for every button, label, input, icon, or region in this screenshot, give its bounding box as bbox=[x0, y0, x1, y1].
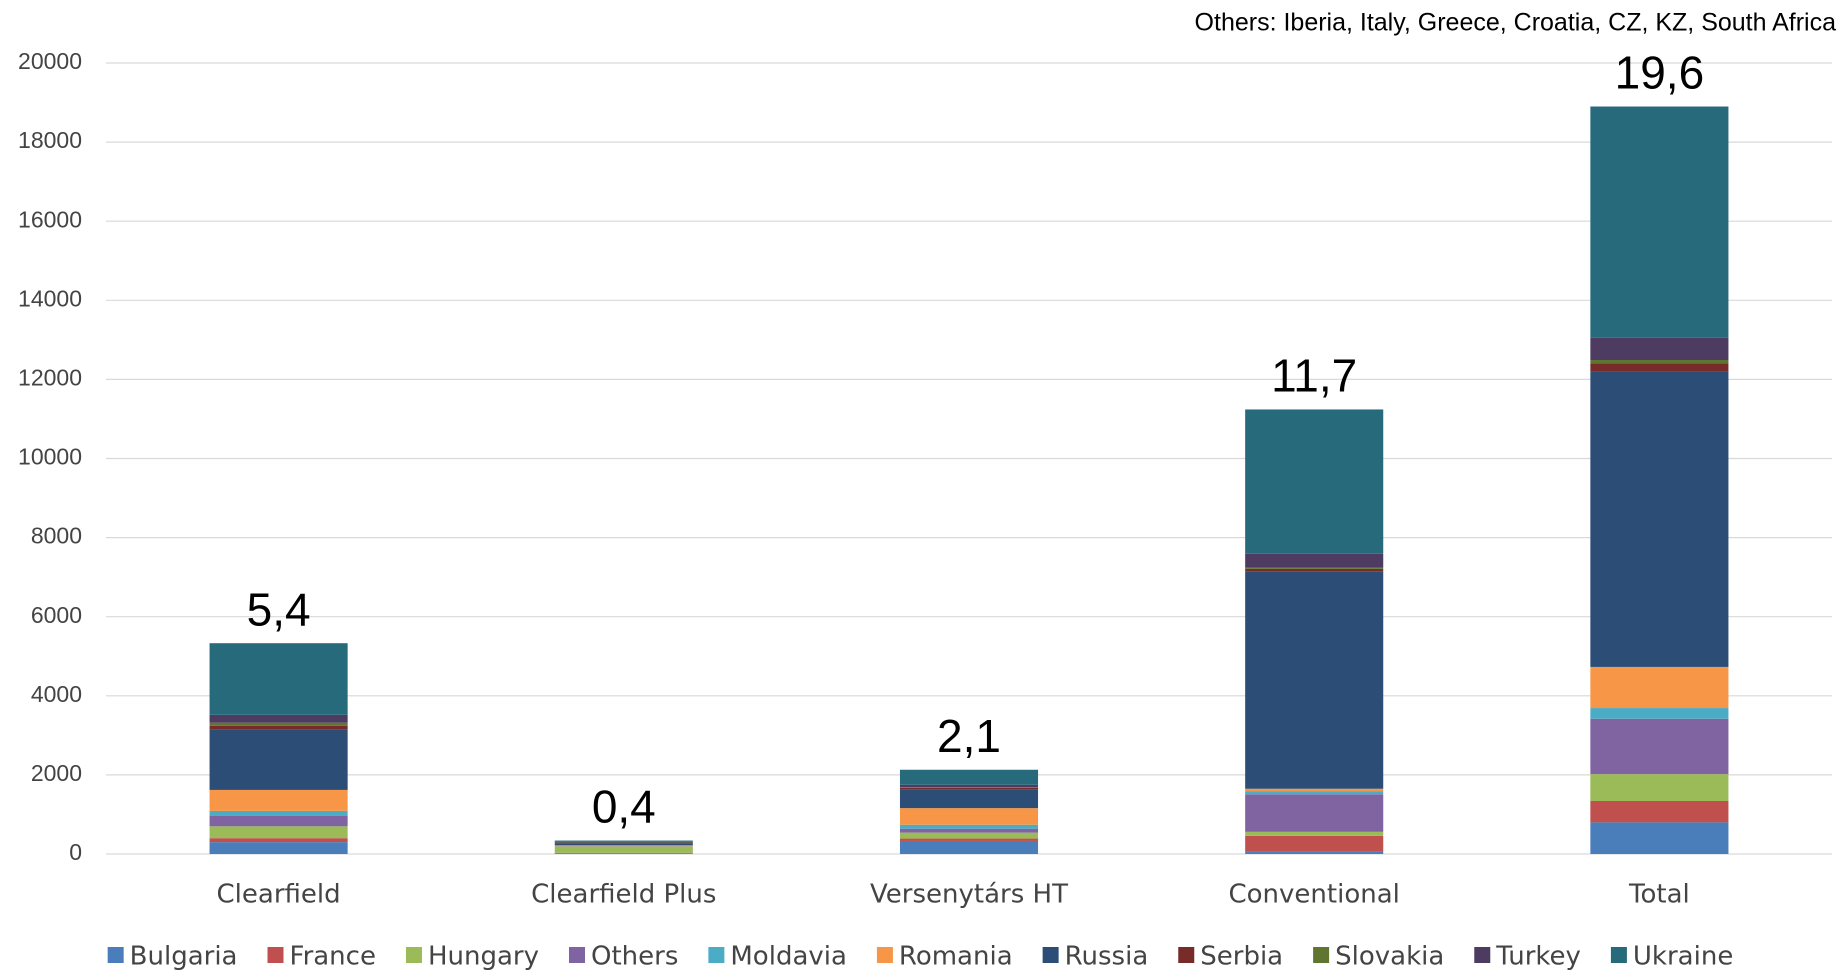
bar-segment bbox=[1245, 571, 1384, 789]
x-tick-label: Conventional bbox=[1229, 880, 1400, 910]
bar-segment bbox=[1590, 708, 1729, 719]
legend-swatch bbox=[1042, 947, 1059, 963]
legend-swatch bbox=[267, 947, 284, 963]
bar-segment bbox=[1590, 371, 1729, 667]
bar-segment bbox=[1245, 567, 1384, 569]
x-tick-label: Total bbox=[1628, 880, 1690, 910]
bar-segment bbox=[1245, 791, 1384, 795]
legend-label: France bbox=[290, 942, 376, 970]
legend-label: Hungary bbox=[428, 942, 539, 970]
bar-segment bbox=[554, 841, 693, 843]
y-tick-label: 6000 bbox=[31, 602, 82, 628]
bar-segment bbox=[1245, 835, 1384, 852]
legend-swatch bbox=[405, 947, 422, 963]
bar-segment bbox=[1245, 794, 1384, 832]
total-label: 5,4 bbox=[247, 583, 311, 635]
y-tick-label: 2000 bbox=[31, 760, 82, 786]
legend-swatch bbox=[1178, 947, 1195, 963]
bar-segment bbox=[1245, 831, 1384, 836]
bar-segment bbox=[1590, 822, 1729, 854]
bar-segment bbox=[209, 789, 348, 811]
bar-segment bbox=[1245, 568, 1384, 572]
y-tick-label: 16000 bbox=[18, 206, 82, 232]
legend-label: Ukraine bbox=[1633, 942, 1733, 970]
legend-swatch bbox=[107, 947, 124, 963]
legend-swatch bbox=[1610, 947, 1627, 963]
bar-segment bbox=[1245, 788, 1384, 792]
y-tick-label: 18000 bbox=[18, 127, 82, 153]
legend-swatch bbox=[876, 947, 893, 963]
bar-segment bbox=[209, 729, 348, 790]
bar-segment bbox=[554, 846, 693, 853]
legend-label: Turkey bbox=[1495, 942, 1581, 970]
legend-label: Bulgaria bbox=[130, 942, 238, 970]
legend-label: Romania bbox=[899, 942, 1013, 970]
bar-segment bbox=[899, 824, 1039, 829]
y-tick-label: 10000 bbox=[18, 444, 82, 470]
bar-segment bbox=[209, 826, 348, 839]
bar-segment bbox=[554, 840, 693, 842]
bar-segment bbox=[899, 840, 1039, 854]
bar-segment bbox=[899, 769, 1039, 785]
bar-segment bbox=[899, 832, 1039, 839]
legend-swatch bbox=[708, 947, 725, 963]
x-tick-label: Clearfield bbox=[217, 880, 341, 910]
bar-segment bbox=[209, 725, 348, 730]
bar-segment bbox=[1590, 666, 1729, 709]
bar-segment bbox=[899, 808, 1039, 825]
x-tick-label: Versenytárs HT bbox=[870, 880, 1068, 910]
y-tick-label: 20000 bbox=[18, 48, 82, 74]
bar-segment bbox=[1590, 801, 1729, 823]
bar-segment bbox=[209, 643, 348, 715]
legend-label: Russia bbox=[1065, 942, 1149, 970]
total-label: 11,7 bbox=[1271, 350, 1357, 402]
legend-label: Serbia bbox=[1200, 942, 1283, 970]
y-tick-label: 8000 bbox=[31, 523, 82, 549]
y-tick-label: 4000 bbox=[31, 681, 82, 707]
legend-swatch bbox=[1474, 947, 1491, 963]
total-label: 0,4 bbox=[592, 781, 656, 833]
bar-segment bbox=[1590, 106, 1729, 338]
legend-swatch bbox=[569, 947, 585, 963]
legend-swatch bbox=[1313, 947, 1330, 963]
bar-segment bbox=[1245, 553, 1384, 568]
bar-segment bbox=[554, 843, 693, 846]
bar-segment bbox=[899, 787, 1039, 788]
bar-segment bbox=[209, 810, 348, 816]
bar-segment bbox=[209, 838, 348, 843]
bar-segment bbox=[1590, 360, 1729, 364]
bar-segment bbox=[899, 787, 1039, 790]
bar-segment bbox=[899, 828, 1039, 833]
x-tick-label: Clearfield Plus bbox=[531, 880, 716, 910]
y-tick-label: 12000 bbox=[18, 364, 82, 390]
bar-segment bbox=[209, 714, 348, 723]
bar-segment bbox=[1245, 851, 1384, 854]
note: Others: Iberia, Italy, Greece, Croatia, … bbox=[1195, 9, 1837, 37]
bar-segment bbox=[1245, 409, 1384, 554]
bar-segment bbox=[209, 815, 348, 827]
legend-label: Others bbox=[591, 942, 678, 970]
bar-segment bbox=[1590, 774, 1729, 802]
bar-segment bbox=[554, 845, 693, 847]
bar-segment bbox=[1590, 363, 1729, 372]
bar-segment bbox=[209, 842, 348, 854]
bar-segment bbox=[899, 784, 1039, 788]
total-label: 19,6 bbox=[1615, 47, 1705, 99]
total-label: 2,1 bbox=[937, 710, 1001, 762]
legend-label: Slovakia bbox=[1335, 942, 1444, 970]
bar-segment bbox=[209, 722, 348, 726]
bar-segment bbox=[1590, 718, 1729, 775]
legend-label: Moldavia bbox=[730, 942, 847, 970]
bar-segment bbox=[899, 789, 1039, 809]
bar-segment bbox=[554, 853, 693, 854]
y-tick-label: 14000 bbox=[18, 285, 82, 311]
bar-segment bbox=[1590, 337, 1729, 361]
bar-segment bbox=[899, 838, 1039, 841]
y-tick-label: 0 bbox=[69, 839, 82, 865]
